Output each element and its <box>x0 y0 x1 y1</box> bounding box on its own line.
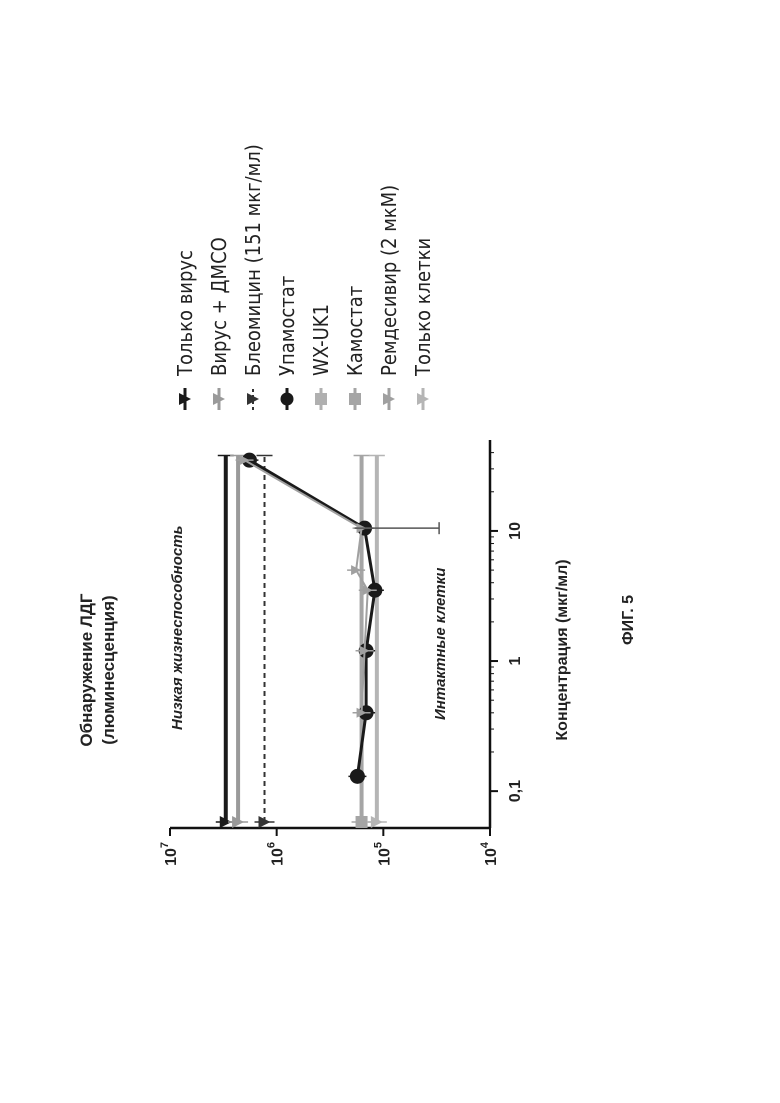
legend-label-3: Упамостат <box>275 276 299 376</box>
y-axis-label: Обнаружение ЛДГ <box>77 593 96 746</box>
rotated-chart: 107 106 105 104 0,1 1 10 Только вирус Вирус + Д… <box>77 144 637 866</box>
tick-labels: 107 106 105 104 0,1 1 10 <box>159 522 524 866</box>
annotation-top: Низкая жизнеспособность <box>169 525 186 730</box>
legend-label-7: Только клетки <box>411 238 435 377</box>
series-point-3 <box>350 769 364 783</box>
y-tick-label: 106 <box>266 842 287 866</box>
legend-marker-5 <box>349 393 361 405</box>
legend-marker-3 <box>281 393 293 405</box>
legend-label-5: Камостат <box>343 286 367 376</box>
legend-label-4: WX-UK1 <box>309 304 333 376</box>
y-axis-label-units: (люминесценция) <box>99 595 118 744</box>
legend-label-2: Блеомицин (151 мкг/мл) <box>241 144 265 376</box>
series-line-3 <box>249 460 374 776</box>
legend-label-0: Только вирус <box>173 250 197 377</box>
x-tick-label: 10 <box>507 522 524 540</box>
y-tick-label: 104 <box>479 841 500 866</box>
y-tick-label: 107 <box>159 842 180 866</box>
legend-marker-4 <box>315 393 327 405</box>
y-tick-label: 105 <box>372 842 393 866</box>
annotation-bottom: Интактные клетки <box>432 568 449 720</box>
series-point-5 <box>356 816 368 828</box>
legend-label-1: Вирус + ДМСО <box>207 237 231 376</box>
x-tick-label: 0,1 <box>507 780 524 802</box>
legend-label-6: Ремдесивир (2 мкМ) <box>377 185 401 376</box>
x-axis-label: Концентрация (мкг/мл) <box>554 559 571 740</box>
series-layer <box>216 453 439 828</box>
legend: Только вирус Вирус + ДМСО Блеомицин (151 м… <box>173 144 435 410</box>
figure-label: ФИГ. 5 <box>620 595 637 645</box>
series-line-6 <box>245 460 368 713</box>
x-tick-label: 1 <box>507 656 524 665</box>
